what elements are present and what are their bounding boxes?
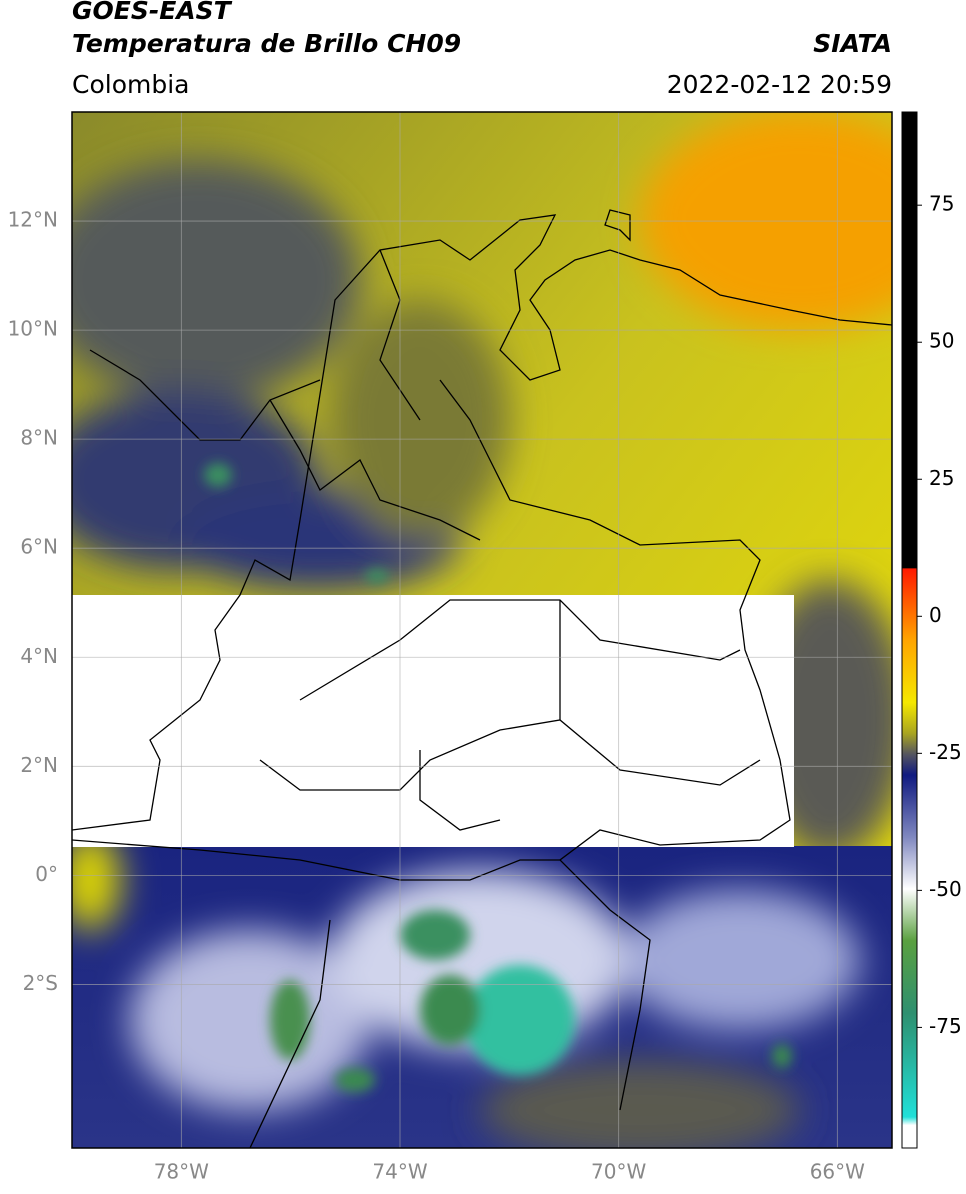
colorbar	[901, 111, 918, 1149]
y-tick-label: 0°	[35, 862, 58, 886]
y-tick-label: 2°S	[23, 971, 58, 995]
satellite-image	[72, 112, 892, 1148]
y-tick-label: 6°N	[20, 535, 58, 559]
datetime: 2022-02-12 20:59	[667, 70, 892, 99]
y-tick-label: 8°N	[20, 426, 58, 450]
colorbar-tick-label: 50	[929, 329, 954, 353]
colorbar-tick-label: 25	[929, 466, 954, 490]
subtitle: Temperatura de Brillo CH09	[72, 29, 461, 58]
colorbar-tick-label: -50	[929, 877, 962, 901]
x-tick-label: 66°W	[810, 1160, 865, 1184]
colorbar-tick-label: 75	[929, 192, 954, 216]
source: SIATA	[813, 29, 892, 58]
x-tick-label: 70°W	[591, 1160, 646, 1184]
colorbar-tick-label: -75	[929, 1014, 962, 1038]
title: GOES-EAST	[72, 0, 233, 25]
y-tick-label: 2°N	[20, 753, 58, 777]
colorbar-tick-label: -25	[929, 740, 962, 764]
region: Colombia	[72, 70, 189, 99]
y-tick-label: 4°N	[20, 644, 58, 668]
y-tick-label: 10°N	[8, 317, 58, 341]
colorbar-tick-label: 0	[929, 603, 942, 627]
x-tick-label: 74°W	[372, 1160, 427, 1184]
y-tick-label: 12°N	[8, 208, 58, 232]
x-tick-label: 78°W	[154, 1160, 209, 1184]
map-frame	[71, 111, 893, 1149]
